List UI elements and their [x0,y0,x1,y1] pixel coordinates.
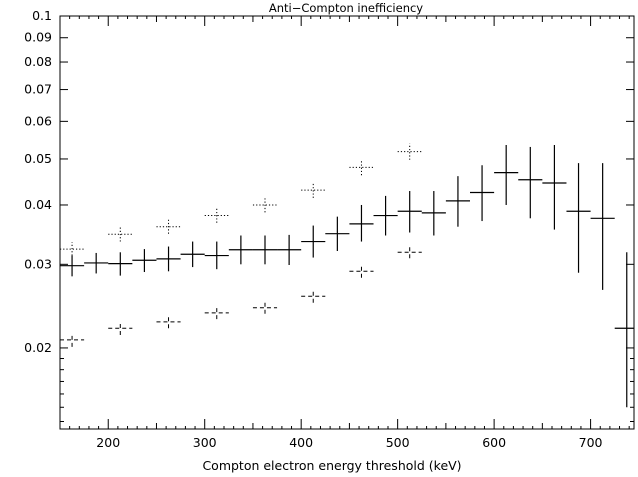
data-point [60,242,85,256]
data-point [252,301,278,314]
data-point [252,235,278,265]
y-tick-label: 0.03 [24,256,52,271]
data-point [204,241,229,270]
y-tick-label: 0.1 [32,8,52,23]
data-point [301,289,326,303]
data-point [180,241,205,268]
y-tick-label: 0.08 [24,54,52,69]
data-point [325,216,350,252]
data-point [204,208,229,223]
data-point [84,252,109,274]
x-tick-label: 600 [482,435,506,450]
data-point [397,245,422,259]
x-tick-label: 500 [386,435,410,450]
data-point [301,182,326,198]
data-point [349,265,374,278]
data-point [301,225,326,258]
data-point [470,165,495,222]
y-tick-label: 0.07 [24,82,52,97]
data-point [228,235,253,265]
series-solid [60,145,634,408]
data-point [60,255,85,277]
data-point [421,191,446,236]
chart-title: Anti−Compton inefficiency [269,1,423,15]
x-tick-label: 400 [289,435,313,450]
data-point [566,163,591,273]
data-point [614,252,634,408]
data-point [108,227,133,242]
series-dashed [60,245,422,347]
series-layer [60,143,634,408]
x-tick-label: 300 [193,435,217,450]
data-point [518,146,543,219]
data-point [590,163,615,290]
data-point [349,159,374,176]
data-point [445,176,470,227]
data-point [397,191,422,233]
data-point [494,145,519,205]
y-tick-label: 0.04 [24,197,52,212]
y-tick-label: 0.06 [24,113,52,128]
x-axis-title: Compton electron energy threshold (keV) [202,458,461,473]
data-point [204,306,229,320]
data-point [542,145,567,230]
y-tick-label: 0.02 [24,340,52,355]
data-point [156,246,181,272]
data-point [277,234,302,266]
data-point [60,333,85,347]
y-tick-label: 0.05 [24,151,52,166]
data-point [397,143,422,160]
data-point [349,204,374,242]
y-axis: 0.02 0.03 0.04 0.05 0.06 0.07 0.08 0.09 0.1 [24,8,634,422]
x-tick-label: 200 [96,435,120,450]
data-point [373,195,398,236]
series-dotted [60,143,422,256]
x-tick-label: 700 [579,435,603,450]
data-point [156,219,181,234]
data-point [252,197,278,213]
data-point [108,321,133,335]
plot-frame [59,15,635,430]
data-point [156,315,181,329]
data-point [132,249,157,273]
x-axis: 200 300 400 500 600 700 [59,16,630,450]
y-tick-label: 0.09 [24,30,52,45]
data-point [108,252,133,276]
